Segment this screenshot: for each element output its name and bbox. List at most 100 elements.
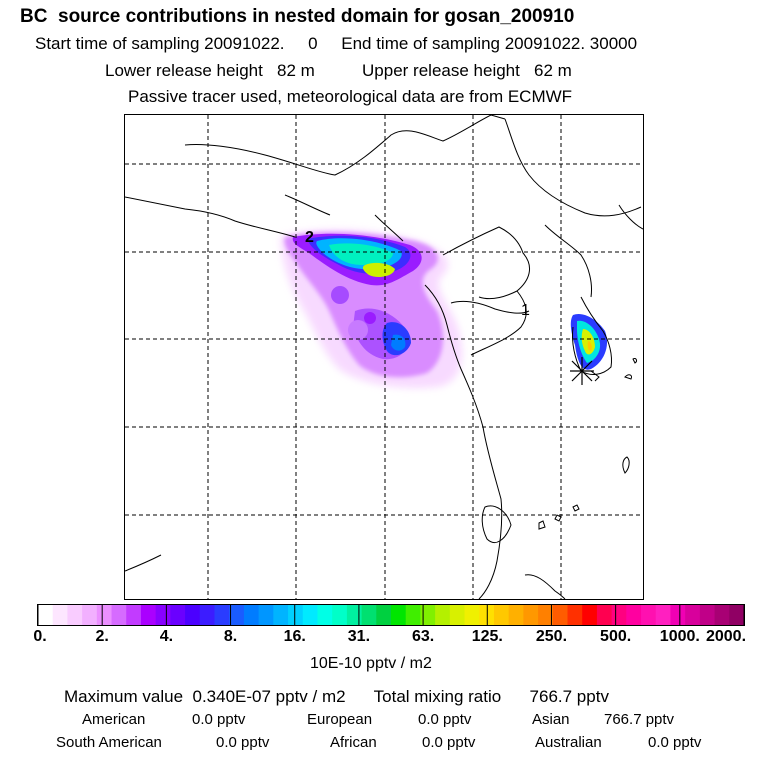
colorbar-swatch <box>582 605 598 625</box>
lower-label: Lower release height <box>105 61 263 80</box>
colorbar-swatch <box>493 605 510 625</box>
lower-value: 82 m <box>277 61 315 80</box>
colorbar-swatch <box>243 605 260 625</box>
total-label: Total mixing ratio <box>373 687 502 706</box>
region-european: European <box>307 711 373 728</box>
colorbar-tick-label: 500. <box>600 628 632 645</box>
colorbar-swatch <box>523 605 539 625</box>
colorbar-tick-label: 1000. <box>659 628 700 645</box>
region-american: American <box>82 711 145 728</box>
colorbar-swatch <box>52 605 69 625</box>
region-name: American <box>82 711 146 728</box>
colorbar-swatch <box>185 605 201 625</box>
max-value: 0.340E-07 pptv / m2 <box>192 687 346 706</box>
colorbar-swatch <box>376 605 392 625</box>
colorbar-swatch <box>699 605 716 625</box>
colorbar-swatch <box>155 605 171 625</box>
colorbar-tick-label: 250. <box>535 628 568 645</box>
colorbar-swatch <box>302 605 319 625</box>
colorbar-swatch <box>729 605 745 625</box>
coastlines <box>125 115 643 599</box>
colorbar-swatch <box>96 605 113 625</box>
plume-china <box>280 229 463 389</box>
colorbar-tick-label: 8. <box>223 628 238 645</box>
upper-label: Upper release height <box>362 61 520 80</box>
total-value: 766.7 pptv <box>529 687 609 706</box>
colorbar-tick-label: 2. <box>95 628 109 645</box>
colorbar-units: 10E-10 pptv / m2 <box>310 655 432 672</box>
colorbar-swatch <box>626 605 642 625</box>
sampling-times: Start time of sampling 20091022. 0 End t… <box>35 34 637 54</box>
colorbar-swatch <box>552 605 569 625</box>
colorbar-frame <box>37 604 745 626</box>
colorbar-swatch <box>405 605 422 625</box>
release-heights: Lower release height 82 m Upper release … <box>105 61 572 81</box>
tracer-note: Passive tracer used, meteorological data… <box>128 87 573 106</box>
colorbar-swatch <box>508 605 524 625</box>
plot-title: BC source contributions in nested domain… <box>20 6 575 27</box>
map-panel: 1 2 <box>124 114 644 600</box>
colorbar-swatch <box>229 605 245 625</box>
colorbar-swatch <box>361 605 377 625</box>
colorbar-swatch <box>391 605 407 625</box>
colorbar-tick-label: 2000. <box>705 628 747 645</box>
region-south-american: South American <box>56 734 162 751</box>
region-african-value: 0.0 pptv <box>422 734 476 751</box>
colorbar-swatch <box>596 605 613 625</box>
region-african: African <box>330 734 377 751</box>
end-label: End time of sampling <box>341 34 500 53</box>
colorbar-swatch <box>641 605 657 625</box>
region-australian-value: 0.0 pptv <box>648 734 702 751</box>
region-asian: Asian <box>532 711 570 728</box>
start-label: Start time of sampling <box>35 34 200 53</box>
colorbar-swatch <box>346 605 363 625</box>
map-canvas: 1 2 <box>125 115 643 599</box>
colorbar-swatch <box>288 605 304 625</box>
summary-max: Maximum value 0.340E-07 pptv / m2 Total … <box>64 687 609 707</box>
marker-1: 1 <box>521 302 530 319</box>
plume-korea <box>570 313 608 370</box>
colorbar-tick-label: 125. <box>471 628 503 645</box>
map-grid <box>125 115 643 599</box>
region-australian: Australian <box>535 734 602 751</box>
colorbar-swatch <box>214 605 230 625</box>
colorbar-swatch <box>199 605 216 625</box>
colorbar-swatch <box>258 605 274 625</box>
colorbar-swatch <box>567 605 583 625</box>
colorbar-swatch <box>611 605 627 625</box>
colorbar-swatch <box>714 605 730 625</box>
start-hour: 0 <box>308 34 318 53</box>
end-value: 20091022. 30000 <box>504 34 638 53</box>
colorbar-tick-label: 16. <box>283 628 306 645</box>
upper-value: 62 m <box>534 61 572 80</box>
colorbar-swatch <box>332 605 348 625</box>
colorbar-swatch <box>449 605 466 625</box>
colorbar-swatch <box>38 605 54 625</box>
colorbar-swatch <box>655 605 672 625</box>
start-value: 20091022. <box>204 34 285 53</box>
colorbar-tick-label: 31. <box>347 628 371 645</box>
colorbar-swatch <box>685 605 701 625</box>
colorbar-swatch <box>317 605 333 625</box>
region-asian-value: 766.7 pptv <box>604 711 675 728</box>
colorbar-swatch <box>140 605 157 625</box>
colorbar-swatch <box>170 605 186 625</box>
colorbar-swatch <box>126 605 142 625</box>
colorbar-swatch <box>273 605 289 625</box>
region-european-value: 0.0 pptv <box>418 711 472 728</box>
colorbar-swatch <box>538 605 554 625</box>
colorbar-tick-label: 4. <box>159 628 174 645</box>
max-label: Maximum value <box>64 687 184 706</box>
colorbar-tick-label: 0. <box>33 628 47 645</box>
colorbar <box>37 604 745 626</box>
colorbar-tick-label: 63. <box>411 628 435 645</box>
region-american-value: 0.0 pptv <box>192 711 246 728</box>
colorbar-swatch <box>670 605 686 625</box>
colorbar-swatch <box>464 605 480 625</box>
colorbar-swatch <box>435 605 451 625</box>
colorbar-swatch <box>420 605 436 625</box>
marker-2: 2 <box>305 229 314 246</box>
colorbar-swatch <box>111 605 127 625</box>
region-south-american-value: 0.0 pptv <box>216 734 270 751</box>
colorbar-swatch <box>67 605 83 625</box>
